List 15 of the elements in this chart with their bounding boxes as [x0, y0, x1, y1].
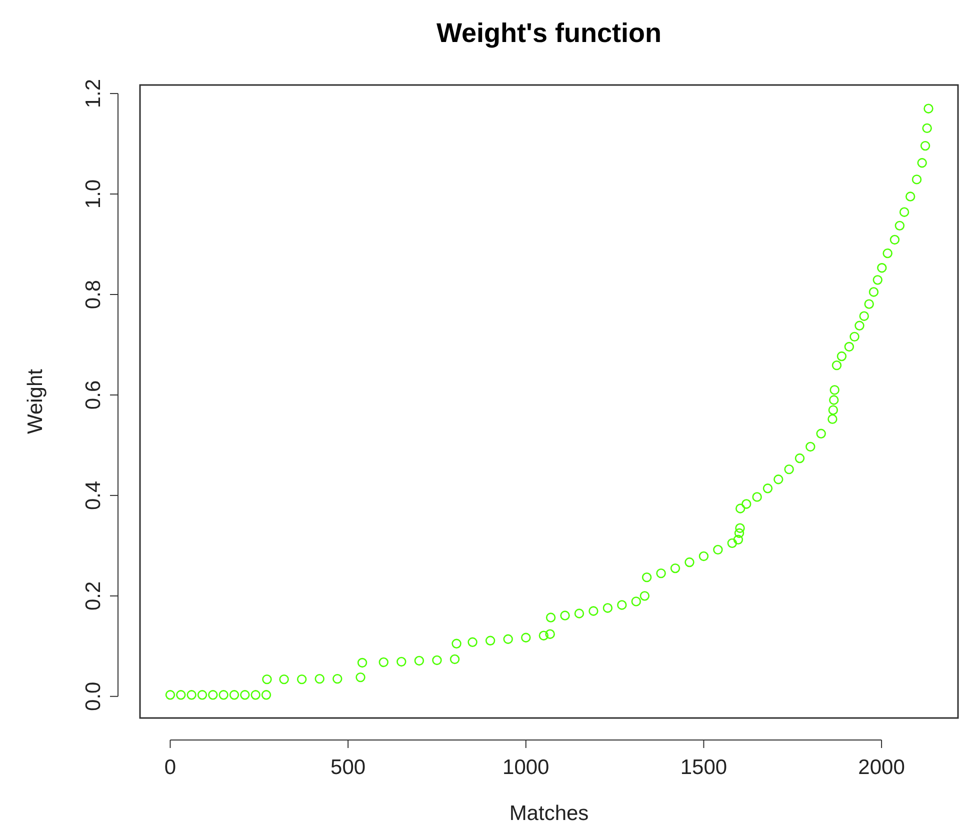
chart-title: Weight's function	[436, 18, 662, 48]
x-axis-title: Matches	[509, 802, 589, 825]
y-tick-label: 0.4	[82, 480, 105, 510]
x-tick-label: 2000	[858, 756, 905, 779]
y-tick-label: 1.0	[82, 179, 105, 209]
x-tick-label: 500	[330, 756, 366, 779]
y-axis-title: Weight	[24, 368, 47, 434]
y-tick-label: 1.2	[82, 78, 105, 108]
y-tick-label: 0.8	[82, 280, 105, 310]
y-tick-label: 0.0	[82, 682, 105, 711]
y-tick-label: 0.6	[82, 380, 105, 410]
x-tick-label: 1500	[680, 756, 728, 779]
x-tick-label: 0	[164, 756, 176, 779]
x-tick-label: 1000	[502, 756, 550, 779]
y-tick-label: 0.2	[82, 581, 105, 611]
